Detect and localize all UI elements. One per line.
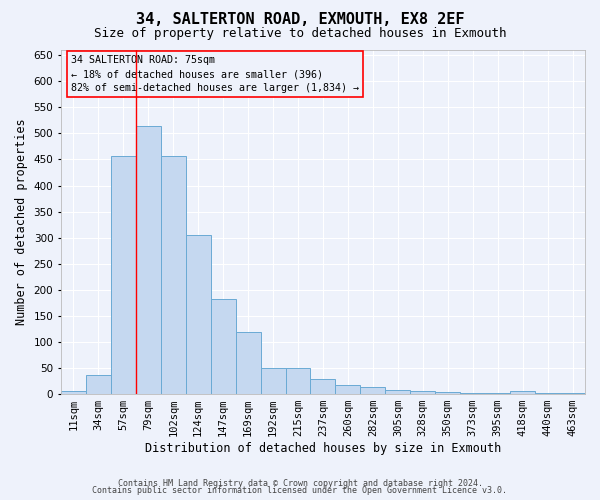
Bar bbox=[410, 392, 435, 394]
Bar bbox=[61, 391, 86, 394]
Text: Contains public sector information licensed under the Open Government Licence v3: Contains public sector information licen… bbox=[92, 486, 508, 495]
Text: 34, SALTERTON ROAD, EXMOUTH, EX8 2EF: 34, SALTERTON ROAD, EXMOUTH, EX8 2EF bbox=[136, 12, 464, 28]
Bar bbox=[310, 380, 335, 394]
Bar bbox=[111, 156, 136, 394]
Bar bbox=[161, 156, 186, 394]
Bar bbox=[361, 388, 385, 394]
Bar bbox=[186, 234, 211, 394]
Bar bbox=[485, 393, 510, 394]
Bar bbox=[535, 392, 560, 394]
Text: Size of property relative to detached houses in Exmouth: Size of property relative to detached ho… bbox=[94, 28, 506, 40]
Bar bbox=[236, 332, 260, 394]
Text: 34 SALTERTON ROAD: 75sqm
← 18% of detached houses are smaller (396)
82% of semi-: 34 SALTERTON ROAD: 75sqm ← 18% of detach… bbox=[71, 55, 359, 93]
X-axis label: Distribution of detached houses by size in Exmouth: Distribution of detached houses by size … bbox=[145, 442, 501, 455]
Bar bbox=[560, 392, 585, 394]
Bar bbox=[335, 385, 361, 394]
Bar bbox=[510, 392, 535, 394]
Bar bbox=[86, 376, 111, 394]
Bar bbox=[260, 368, 286, 394]
Bar bbox=[286, 368, 310, 394]
Bar bbox=[460, 392, 485, 394]
Bar bbox=[435, 392, 460, 394]
Text: Contains HM Land Registry data © Crown copyright and database right 2024.: Contains HM Land Registry data © Crown c… bbox=[118, 478, 482, 488]
Y-axis label: Number of detached properties: Number of detached properties bbox=[15, 118, 28, 326]
Bar bbox=[136, 126, 161, 394]
Bar bbox=[385, 390, 410, 394]
Bar bbox=[211, 299, 236, 394]
